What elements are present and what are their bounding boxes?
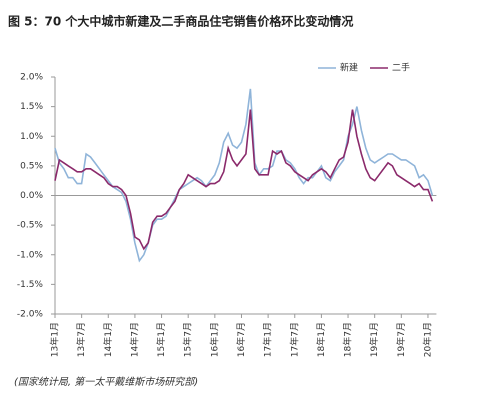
x-tick-label: 17年7月 (288, 322, 300, 357)
y-tick-label: 1.0% (20, 132, 43, 142)
y-tick-label: 2.0% (20, 73, 43, 83)
chart-title: 图 5：70 个大中城市新建及二手商品住宅销售价格环比变动情况 (8, 14, 353, 29)
x-tick-label: 20年1月 (421, 322, 433, 357)
y-tick-label: -2.0% (17, 310, 44, 320)
x-tick-label: 16年7月 (235, 322, 247, 357)
x-tick-label: 14年1月 (102, 322, 114, 357)
x-tick-label: 19年1月 (368, 322, 380, 357)
x-tick-label: 18年7月 (342, 322, 354, 357)
legend-label: 二手 (392, 62, 410, 74)
y-tick-label: 0.5% (20, 161, 43, 171)
x-tick-label: 18年1月 (315, 322, 327, 357)
x-tick-label: 15年1月 (155, 322, 167, 357)
x-tick-label: 14年7月 (128, 322, 140, 357)
y-tick-label: -1.0% (17, 250, 44, 260)
x-tick-label: 15年7月 (182, 322, 194, 357)
series-line (54, 88, 434, 263)
x-tick-label: 17年1月 (262, 322, 274, 357)
y-tick-label: 0.0% (20, 191, 43, 201)
legend-label: 新建 (340, 62, 358, 74)
source: (国家统计局, 第一太平戴维斯市场研究部) (14, 376, 198, 388)
y-tick-label: -1.5% (17, 280, 44, 290)
x-tick-label: 13年1月 (49, 322, 61, 357)
x-tick-label: 16年1月 (208, 322, 220, 357)
y-tick-label: -0.5% (17, 221, 44, 231)
x-tick-label: 19年7月 (395, 322, 407, 357)
y-tick-label: 1.5% (20, 102, 43, 112)
series-line (54, 109, 434, 251)
x-tick-label: 13年7月 (75, 322, 87, 357)
